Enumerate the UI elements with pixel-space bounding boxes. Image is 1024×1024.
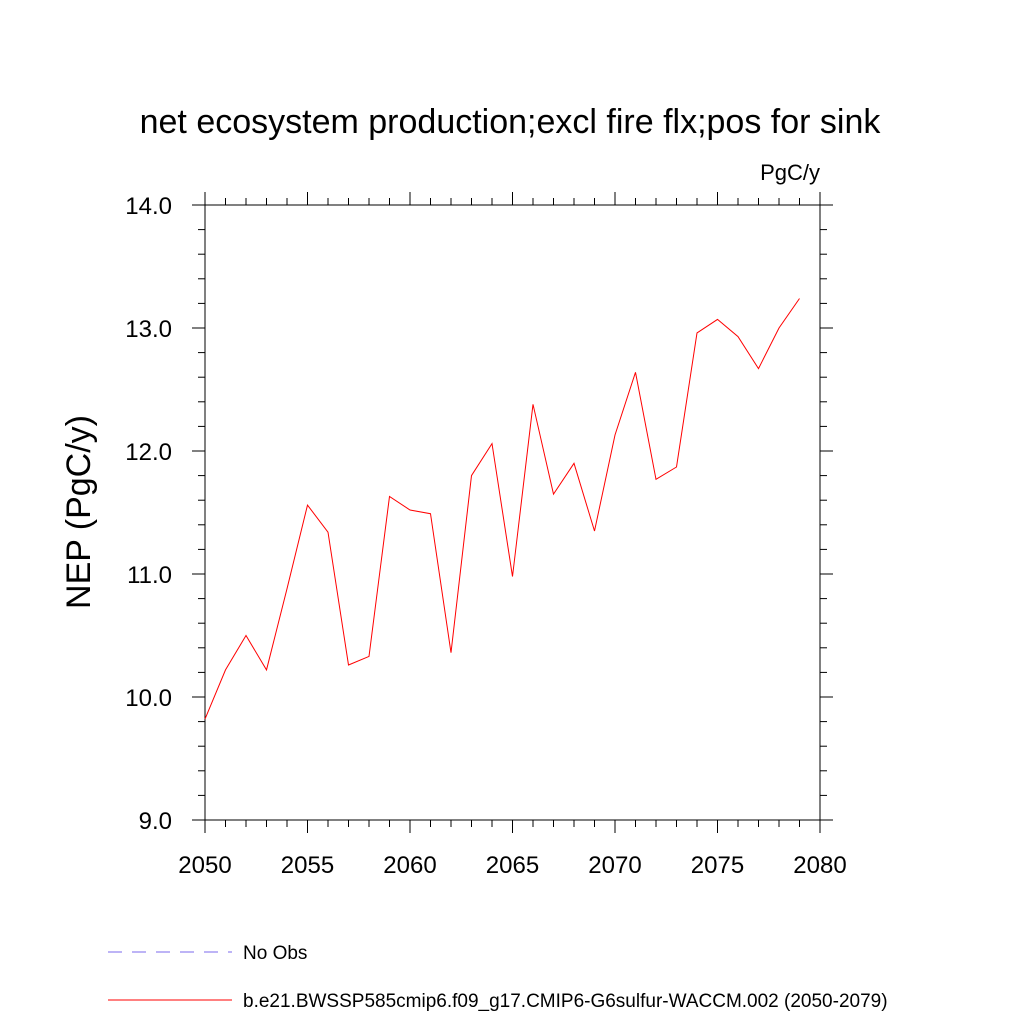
- series-line: [204, 298, 800, 720]
- y-tick-label: 11.0: [127, 562, 172, 589]
- legend-label: No Obs: [243, 943, 307, 964]
- x-tick-label: 2080: [793, 852, 846, 879]
- x-tick-label: 2075: [691, 852, 744, 879]
- y-tick-label: 14.0: [125, 193, 172, 220]
- x-tick-label: 2070: [588, 852, 641, 879]
- y-tick-label: 12.0: [125, 439, 172, 466]
- axes: [204, 204, 821, 821]
- y-tick-label: 13.0: [125, 316, 172, 343]
- chart-title: net ecosystem production;excl fire flx;p…: [140, 103, 882, 141]
- ticks: 2050 2055 2060 2065 2070 2075 2080 9.0 10.0 11.0 1…: [125, 192, 847, 879]
- y-axis-label: NEP (PgC/y): [60, 415, 98, 609]
- legend-label: b.e21.BWSSP585cmip6.f09_g17.CMIP6-G6sulf…: [243, 991, 888, 1012]
- y-tick-label: 9.0: [139, 808, 172, 835]
- x-tick-label: 2055: [281, 852, 334, 879]
- units-label: PgC/y: [760, 160, 820, 185]
- legend: No Obs b.e21.BWSSP585cmip6.f09_g17.CMIP6-…: [108, 943, 888, 1012]
- plot-frame: [204, 204, 821, 821]
- series-lines: [204, 298, 800, 720]
- x-tick-label: 2060: [383, 852, 436, 879]
- x-tick-label: 2065: [486, 852, 539, 879]
- x-tick-label: 2050: [178, 852, 231, 879]
- y-tick-label: 10.0: [125, 685, 172, 712]
